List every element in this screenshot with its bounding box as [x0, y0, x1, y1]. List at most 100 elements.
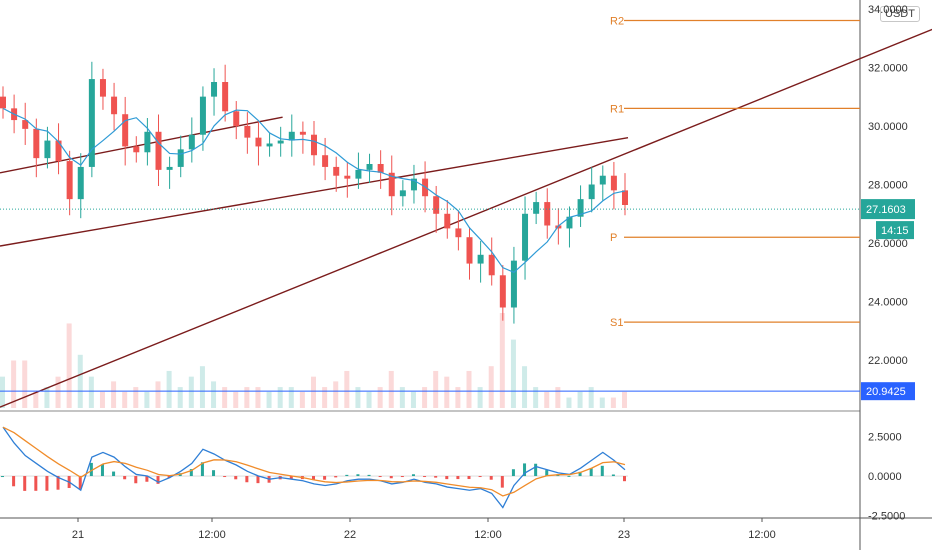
- price-tick-label: 28.0000: [868, 180, 908, 192]
- candle-body: [166, 166, 173, 170]
- countdown-badge: [876, 221, 914, 240]
- volume-bar: [44, 387, 50, 408]
- candle-body: [66, 161, 73, 200]
- low-price-value: 20.9425: [866, 386, 906, 398]
- candle-body: [133, 146, 140, 153]
- candle-body: [377, 164, 384, 173]
- candle-body: [355, 169, 362, 179]
- volume-bar: [622, 391, 627, 408]
- candle-body: [610, 175, 617, 191]
- volume-bar: [188, 376, 194, 408]
- candle-body: [266, 143, 273, 147]
- price-tick-label: 24.0000: [868, 297, 908, 309]
- macd-histogram-bar: [256, 476, 260, 484]
- candle-body: [499, 275, 506, 308]
- candle-body: [144, 131, 151, 153]
- macd-histogram-bar: [623, 476, 626, 482]
- volume-bar: [222, 387, 228, 408]
- candle-body: [55, 140, 62, 162]
- pivot-label: R2: [610, 16, 624, 28]
- volume-bar: [444, 376, 450, 408]
- macd-histogram-bar: [223, 476, 227, 478]
- volume-bar: [299, 391, 305, 408]
- candle-body: [211, 82, 218, 97]
- volume-bar: [211, 381, 217, 408]
- time-tick-label: 12:00: [198, 529, 226, 541]
- candle-body: [233, 111, 240, 126]
- macd-histogram-bar: [445, 476, 449, 480]
- macd-histogram-bar: [411, 474, 415, 477]
- volume-bar: [533, 387, 539, 408]
- candle-body: [522, 213, 529, 261]
- volume-bar: [499, 313, 505, 408]
- volume-bar: [588, 387, 594, 408]
- time-tick-label: 12:00: [474, 529, 502, 541]
- macd-histogram-bar: [245, 476, 249, 483]
- macd-line: [2, 426, 626, 509]
- macd-histogram-bar: [89, 462, 93, 477]
- volume-bar: [133, 387, 139, 408]
- volume-bar: [555, 387, 561, 408]
- volume-bar: [11, 360, 17, 408]
- macd-histogram-bar: [367, 474, 371, 477]
- macd-histogram-bar: [189, 469, 193, 477]
- candle-body: [622, 190, 628, 205]
- candle-body: [510, 260, 517, 308]
- macd-histogram-bar: [456, 476, 460, 480]
- macd-histogram-bar: [611, 474, 615, 477]
- low-price-badge: [861, 382, 915, 401]
- macd-histogram-bar: [134, 476, 138, 484]
- volume-bar: [66, 323, 72, 408]
- time-tick-label: 23: [618, 529, 630, 541]
- macd-histogram-bar: [212, 470, 216, 477]
- volume-bar: [111, 381, 117, 408]
- volume-bar: [177, 387, 183, 408]
- candle-body: [544, 202, 551, 226]
- candle-body: [222, 82, 229, 112]
- macd-histogram-bar: [600, 465, 604, 477]
- volume-bar: [88, 376, 94, 408]
- candle-body: [577, 199, 584, 217]
- candle-body: [44, 140, 51, 159]
- candle-body: [33, 128, 40, 159]
- price-tick-label: 32.0000: [868, 62, 908, 74]
- volume-bar: [344, 370, 350, 408]
- macd-histogram-bar: [56, 476, 60, 490]
- macd-histogram-bar: [334, 476, 338, 478]
- volume-bar: [488, 366, 494, 408]
- candle-body: [333, 166, 340, 176]
- macd-histogram-bar: [478, 476, 482, 478]
- macd-histogram-bar: [156, 476, 160, 484]
- candle-body: [111, 96, 118, 115]
- volume-bar: [377, 387, 383, 408]
- candle-body: [88, 79, 95, 167]
- macd-histogram-bar: [312, 476, 315, 481]
- volume-bar: [0, 376, 5, 408]
- macd-histogram-bar: [545, 470, 549, 477]
- volume-bar: [522, 366, 528, 408]
- candle-body: [488, 254, 495, 276]
- volume-bar: [477, 387, 483, 408]
- candle-body: [399, 190, 406, 197]
- volume-bar: [455, 387, 461, 408]
- macd-histogram-bar: [434, 476, 438, 478]
- macd-histogram-bar: [123, 476, 127, 480]
- candle-body: [99, 79, 106, 97]
- volume-bar: [566, 397, 572, 408]
- currency-unit-badge[interactable]: USDT: [880, 6, 920, 22]
- volume-bar: [510, 339, 516, 408]
- macd-histogram-bar: [234, 476, 238, 480]
- macd-histogram-bar: [567, 475, 571, 477]
- candle-body: [311, 134, 317, 156]
- volume-bar: [466, 370, 472, 408]
- volume-bar: [366, 391, 372, 408]
- candle-body: [388, 172, 395, 197]
- macd-histogram-bar: [356, 474, 360, 477]
- volume-bar: [388, 370, 394, 408]
- volume-bar: [155, 381, 161, 408]
- price-tick-label: 22.0000: [868, 355, 908, 367]
- signal-line: [2, 426, 626, 497]
- volume-bar: [355, 387, 361, 408]
- macd-histogram-bar: [167, 476, 171, 479]
